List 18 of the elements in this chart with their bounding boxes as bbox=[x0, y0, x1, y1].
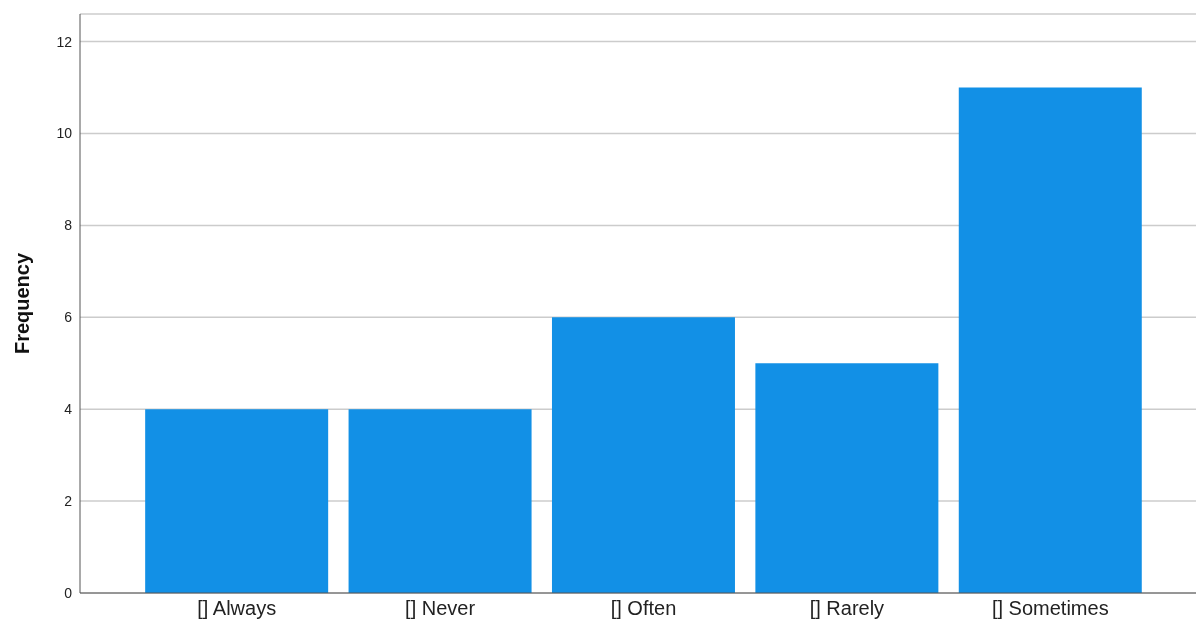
y-tick-label: 4 bbox=[64, 401, 73, 418]
bar bbox=[551, 317, 735, 593]
x-tick-label: [] Sometimes bbox=[991, 597, 1109, 620]
x-tick-label: [] Often bbox=[610, 597, 677, 620]
y-tick-label: 8 bbox=[64, 217, 73, 234]
y-tick-label: 0 bbox=[64, 584, 73, 601]
x-tick-label: [] Never bbox=[405, 597, 476, 620]
y-tick-label: 12 bbox=[56, 33, 73, 50]
bar bbox=[958, 87, 1142, 593]
bar bbox=[755, 363, 939, 593]
y-axis-title: Frequency bbox=[11, 252, 34, 355]
x-tick-label: [] Always bbox=[197, 597, 277, 620]
bar bbox=[348, 409, 532, 593]
bar bbox=[145, 409, 329, 593]
y-tick-label: 6 bbox=[64, 309, 73, 326]
x-tick-label: [] Rarely bbox=[809, 597, 885, 620]
y-tick-label: 10 bbox=[56, 125, 73, 142]
y-tick-label: 2 bbox=[64, 493, 73, 510]
